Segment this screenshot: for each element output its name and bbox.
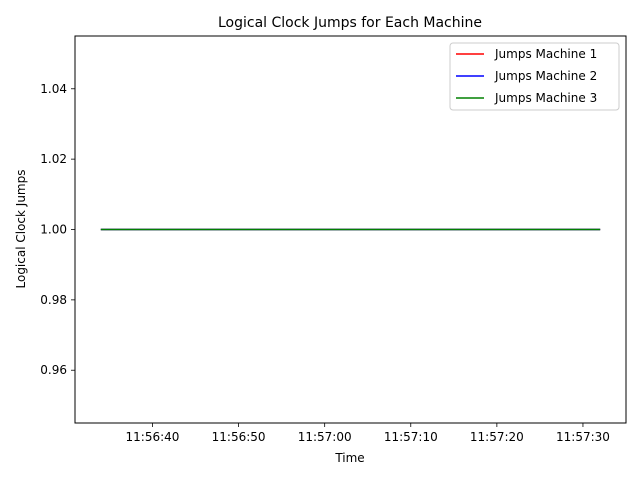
y-tick-label: 0.98 xyxy=(40,293,67,307)
legend: Jumps Machine 1 Jumps Machine 2 Jumps Mach… xyxy=(449,42,620,111)
legend-label-3: Jumps Machine 3 xyxy=(494,91,597,105)
chart-title: Logical Clock Jumps for Each Machine xyxy=(218,15,482,31)
x-axis-label: Time xyxy=(334,451,364,465)
x-tick-label: 11:56:40 xyxy=(126,430,180,444)
legend-box xyxy=(449,42,620,111)
y-tick-label: 0.96 xyxy=(40,363,67,377)
legend-label-1: Jumps Machine 1 xyxy=(494,47,597,61)
y-axis: 0.96 0.98 1.00 1.02 1.04 xyxy=(40,82,75,377)
x-tick-label: 11:57:30 xyxy=(556,430,610,444)
y-tick-label: 1.02 xyxy=(40,152,67,166)
legend-label-2: Jumps Machine 2 xyxy=(494,69,597,83)
x-tick-label: 11:57:20 xyxy=(470,430,524,444)
x-tick-label: 11:57:10 xyxy=(384,430,438,444)
y-tick-label: 1.04 xyxy=(40,82,67,96)
x-axis: 11:56:40 11:56:50 11:57:00 11:57:10 11:57:20… xyxy=(126,423,610,444)
x-tick-label: 11:56:50 xyxy=(212,430,266,444)
x-tick-label: 11:57:00 xyxy=(298,430,352,444)
y-tick-label: 1.00 xyxy=(40,223,67,237)
y-axis-label: Logical Clock Jumps xyxy=(14,170,28,289)
